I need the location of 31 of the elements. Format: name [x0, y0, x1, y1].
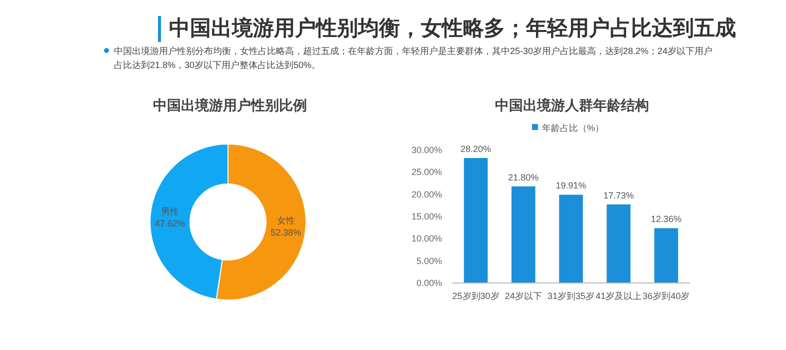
data-label: 52.38% [270, 227, 302, 238]
legend-label: 年龄占比（%） [542, 123, 604, 133]
slice-label: 男性 [161, 206, 180, 217]
y-tick-label: 5.00% [416, 256, 442, 266]
bar [559, 194, 583, 283]
y-tick-label: 25.00% [411, 167, 442, 178]
y-tick-label: 30.00% [411, 145, 442, 155]
bar [654, 228, 678, 283]
x-tick-label: 41岁及以上 [596, 291, 642, 301]
y-tick-label: 20.00% [411, 189, 442, 200]
text: 中国出境游用户性别分布均衡，女性占比略高，超过五成；在年龄方面，年轻用户是主要群体，其中25-30岁用户占比最高，达到28.2%；24岁以下用户占比达到21.8%，30岁以下用户整体占比达到50%。 [104, 44, 714, 72]
bar [512, 186, 536, 283]
x-tick-label: 31岁到35岁 [547, 291, 595, 301]
bar [606, 204, 630, 283]
x-tick-label: 36岁到40岁 [642, 291, 690, 301]
slice-label: 女性 [276, 215, 295, 226]
chart-title: 中国出境游人群年龄结构 [495, 97, 649, 113]
data-label: 28.20% [460, 144, 492, 154]
x-tick-label: 24岁以下 [504, 291, 542, 301]
data-label: 19.91% [556, 180, 586, 191]
data-label: 12.36% [650, 214, 682, 224]
data-label: 47.62% [154, 218, 186, 229]
chart-title: 中国出境游用户性别比例 [153, 97, 307, 113]
data-label: 17.73% [603, 190, 634, 200]
y-tick-label: 10.00% [411, 234, 442, 244]
y-tick-label: 15.00% [411, 212, 442, 222]
bar [464, 158, 488, 283]
x-tick-label: 25岁到30岁 [452, 291, 500, 301]
text: 中国出境游用户性别均衡，女性略多；年轻用户占比达到五成 [158, 16, 736, 42]
data-label: 21.80% [508, 172, 539, 182]
y-tick-label: 0.00% [416, 278, 442, 288]
